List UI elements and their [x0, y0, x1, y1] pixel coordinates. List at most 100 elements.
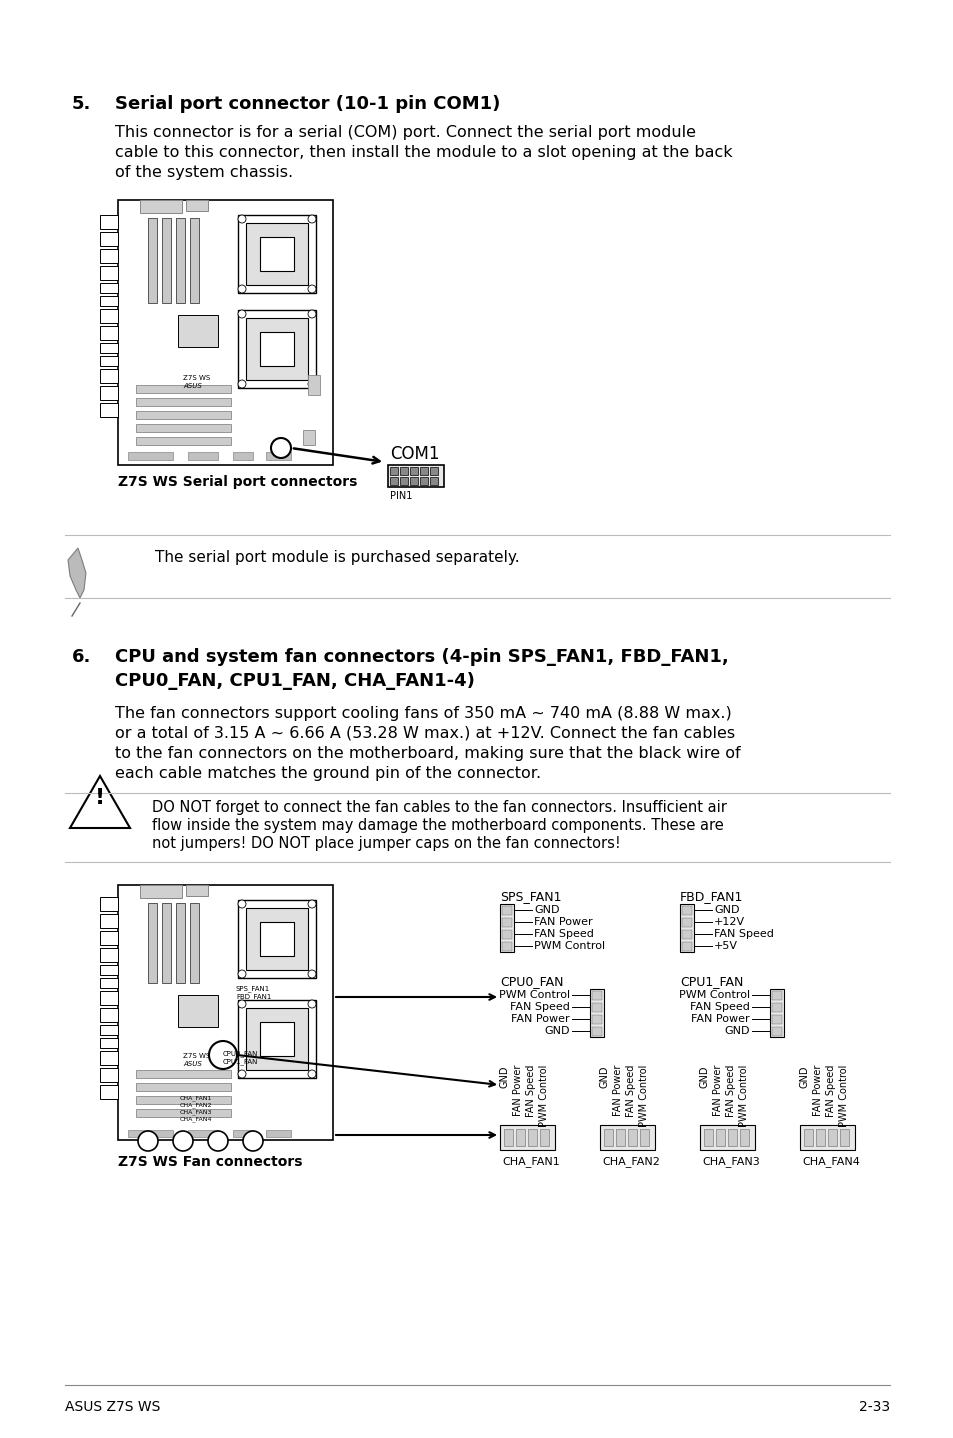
Text: PWM Control: PWM Control: [739, 1066, 748, 1127]
Bar: [186, 884, 208, 896]
Text: ASUS: ASUS: [183, 1061, 202, 1067]
Text: PWM Control: PWM Control: [639, 1066, 648, 1127]
Bar: [233, 1130, 253, 1137]
Bar: [260, 332, 294, 367]
Bar: [190, 903, 199, 984]
Text: Serial port connector (10-1 pin COM1): Serial port connector (10-1 pin COM1): [115, 95, 500, 114]
Bar: [136, 398, 231, 406]
Text: FAN Speed: FAN Speed: [534, 929, 594, 939]
Polygon shape: [68, 548, 86, 598]
Text: PWM Control: PWM Control: [679, 989, 749, 999]
Text: FAN Power: FAN Power: [712, 1066, 722, 1116]
Text: CPU1_FAN: CPU1_FAN: [679, 975, 742, 988]
Bar: [592, 991, 601, 999]
Text: not jumpers! DO NOT place jumper caps on the fan connectors!: not jumpers! DO NOT place jumper caps on…: [152, 835, 620, 851]
Bar: [727, 1129, 737, 1146]
Bar: [100, 370, 118, 383]
Text: FAN Power: FAN Power: [511, 1014, 569, 1024]
Bar: [390, 477, 397, 485]
Circle shape: [172, 1132, 193, 1150]
Bar: [681, 930, 691, 939]
Bar: [246, 1008, 308, 1070]
Circle shape: [208, 1132, 228, 1150]
Bar: [136, 1083, 231, 1091]
Bar: [592, 1002, 601, 1012]
Text: ASUS: ASUS: [183, 383, 202, 390]
Text: CPU0_FAN: CPU0_FAN: [223, 1050, 258, 1057]
Bar: [501, 942, 512, 951]
Text: Z7S WS Serial port connectors: Z7S WS Serial port connectors: [118, 475, 357, 489]
Bar: [769, 989, 783, 1037]
Bar: [399, 477, 408, 485]
Text: DO NOT forget to connect the fan cables to the fan connectors. Insufficient air: DO NOT forget to connect the fan cables …: [152, 800, 726, 815]
Text: Z7S WS Fan connectors: Z7S WS Fan connectors: [118, 1155, 302, 1169]
Text: PIN1: PIN1: [390, 490, 412, 500]
Circle shape: [308, 380, 315, 388]
Bar: [260, 237, 294, 270]
Bar: [148, 903, 157, 984]
Text: GND: GND: [544, 1025, 569, 1035]
Text: Z7S WS: Z7S WS: [183, 375, 210, 381]
Circle shape: [271, 439, 291, 457]
Text: !: !: [95, 788, 105, 808]
Bar: [771, 1015, 781, 1024]
Text: FAN Power: FAN Power: [534, 917, 592, 928]
Bar: [128, 1130, 172, 1137]
Text: flow inside the system may damage the motherboard components. These are: flow inside the system may damage the mo…: [152, 818, 723, 833]
Bar: [188, 1130, 218, 1137]
Bar: [162, 903, 171, 984]
Bar: [100, 1051, 118, 1066]
Bar: [186, 200, 208, 211]
Text: SPS_FAN1: SPS_FAN1: [235, 985, 270, 992]
Bar: [499, 905, 514, 952]
Text: or a total of 3.15 A ~ 6.66 A (53.28 W max.) at +12V. Connect the fan cables: or a total of 3.15 A ~ 6.66 A (53.28 W m…: [115, 726, 735, 741]
Text: +12V: +12V: [713, 917, 744, 928]
Bar: [589, 989, 603, 1037]
Bar: [100, 385, 118, 400]
Bar: [266, 452, 291, 460]
Text: PWM Control: PWM Control: [534, 940, 604, 951]
Bar: [178, 315, 218, 347]
Bar: [399, 467, 408, 475]
Text: FAN Power: FAN Power: [812, 1066, 822, 1116]
Circle shape: [237, 216, 246, 223]
Bar: [303, 430, 314, 444]
Bar: [100, 344, 118, 352]
Text: GND: GND: [599, 1066, 609, 1087]
Bar: [499, 1125, 555, 1150]
Bar: [681, 917, 691, 928]
Bar: [740, 1129, 748, 1146]
Text: PWM Control: PWM Control: [498, 989, 569, 999]
Bar: [237, 311, 315, 388]
Circle shape: [308, 900, 315, 907]
Text: CHA_FAN4: CHA_FAN4: [801, 1156, 859, 1166]
Text: GND: GND: [800, 1066, 809, 1087]
Bar: [681, 942, 691, 951]
Bar: [592, 1027, 601, 1035]
Bar: [388, 464, 443, 487]
Text: FBD_FAN1: FBD_FAN1: [235, 994, 271, 999]
Bar: [100, 897, 118, 912]
Bar: [430, 467, 437, 475]
Text: The serial port module is purchased separately.: The serial port module is purchased sepa…: [154, 549, 519, 565]
Bar: [419, 467, 428, 475]
Bar: [100, 991, 118, 1005]
Text: FAN Speed: FAN Speed: [713, 929, 773, 939]
Bar: [100, 978, 118, 988]
Circle shape: [237, 1070, 246, 1078]
Text: cable to this connector, then install the module to a slot opening at the back: cable to this connector, then install th…: [115, 145, 732, 160]
Text: CPU0_FAN: CPU0_FAN: [499, 975, 563, 988]
Circle shape: [237, 285, 246, 293]
Bar: [390, 467, 397, 475]
Circle shape: [308, 971, 315, 978]
Text: GND: GND: [499, 1066, 510, 1087]
Bar: [100, 1025, 118, 1035]
Bar: [410, 467, 417, 475]
Bar: [136, 385, 231, 393]
Bar: [190, 219, 199, 303]
Bar: [136, 1109, 231, 1117]
Bar: [800, 1125, 854, 1150]
Circle shape: [308, 216, 315, 223]
Bar: [100, 948, 118, 962]
Text: GND: GND: [534, 905, 558, 915]
